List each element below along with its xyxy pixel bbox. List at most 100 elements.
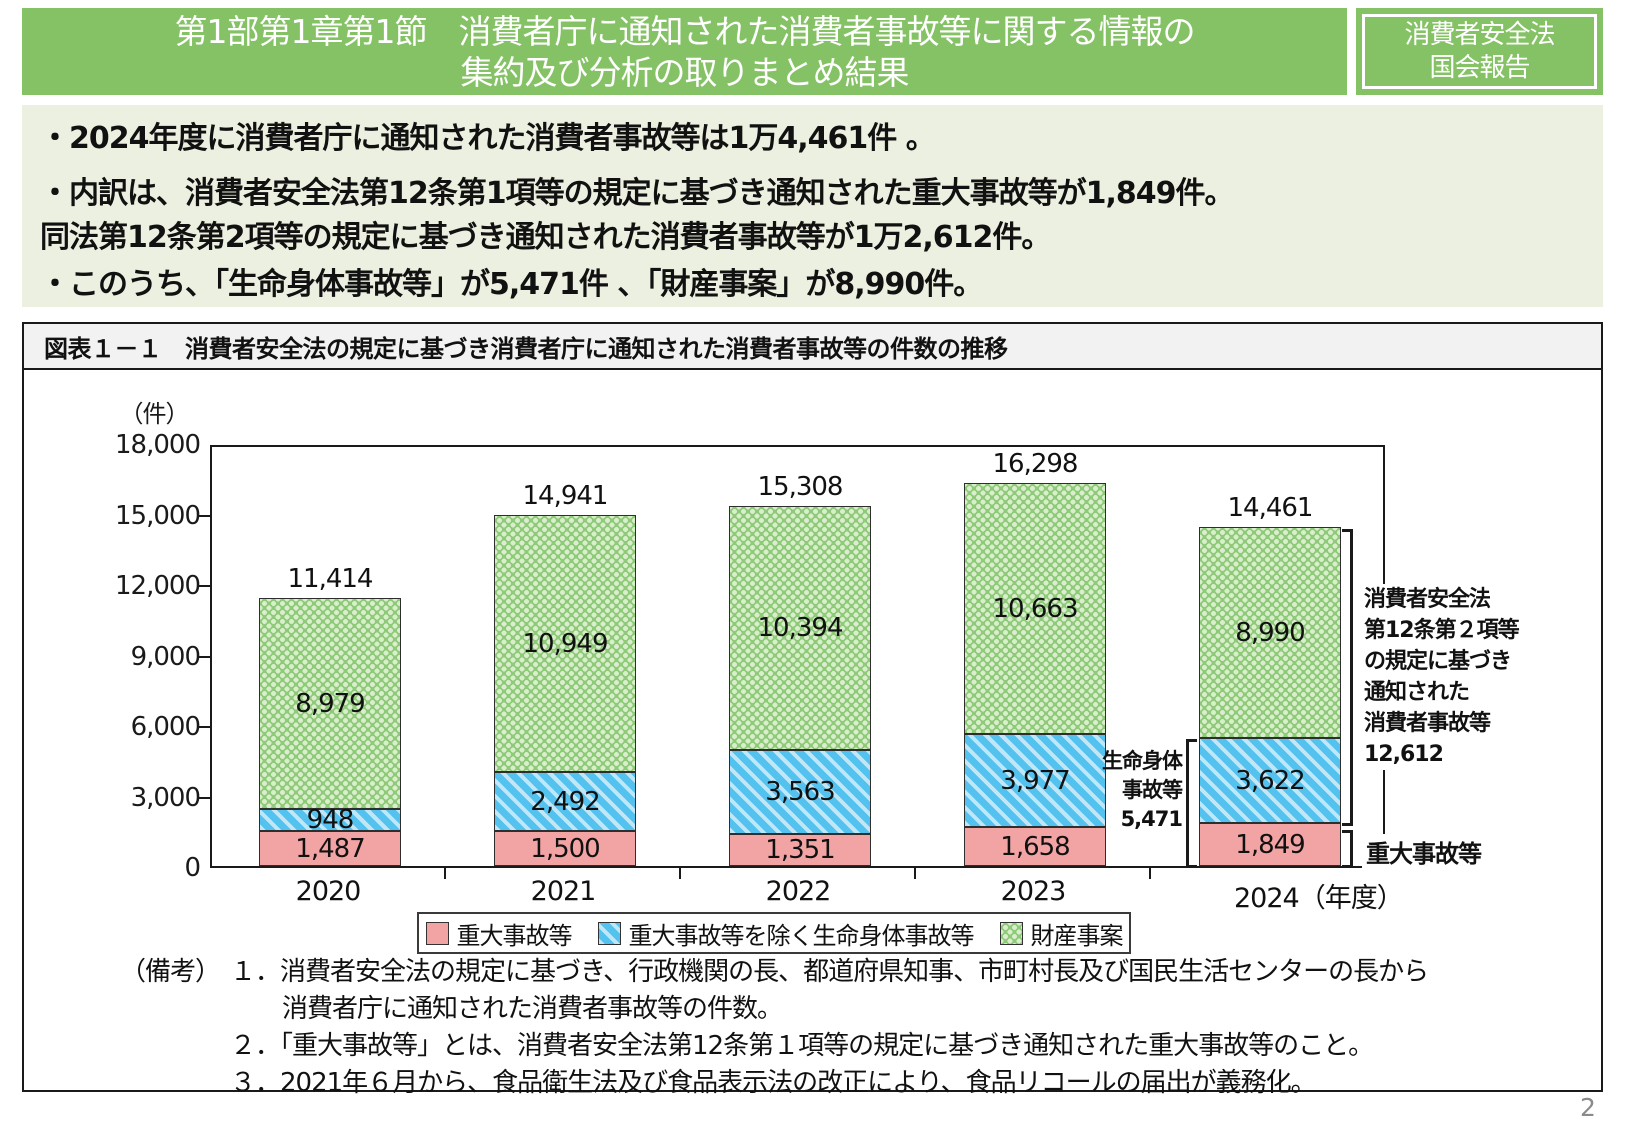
bar-segment-2021-2: 2,492: [494, 772, 636, 831]
bar-segment-2024-3: 8,990: [1199, 527, 1341, 738]
header-title-line2: 集約及び分析の取りまとめ結果: [460, 52, 910, 92]
legend-swatch-seg-blue: [597, 921, 621, 945]
x-axis-tick-mark: [679, 868, 681, 879]
life-body-annotation: 生命身体事故等 5,471: [1032, 747, 1183, 834]
bar-total-label: 14,941: [522, 481, 609, 511]
y-tick-label: 0: [184, 853, 201, 883]
law-report-badge-frame: 消費者安全法 国会報告: [1362, 14, 1597, 89]
badge-line2: 国会報告: [1429, 52, 1530, 83]
bar-segment-2021-1: 1,500: [494, 831, 636, 866]
y-tick-mark: [199, 656, 210, 658]
bar-column-2023: 16,298 10,663 3,977 1,658: [964, 449, 1106, 866]
bar-segment-value: 3,563: [765, 777, 835, 807]
legend-swatch-seg-pink: [425, 921, 449, 945]
bar-segment-value: 8,990: [1235, 617, 1305, 648]
y-tick-label: 3,000: [130, 783, 201, 813]
bar-segment-2023-3: 10,663: [964, 483, 1106, 734]
life-body-annotation-line: 生命身体: [1102, 749, 1183, 773]
bar-segment-value: 1,500: [530, 833, 600, 864]
x-axis-tick-mark: [444, 868, 446, 879]
note-line: 消費者庁に通知された消費者事故等の件数。: [282, 994, 783, 1024]
bar-segment-2023-1: 1,658: [964, 827, 1106, 866]
y-tick-label: 9,000: [130, 642, 201, 672]
bar-segment-2020-1: 1,487: [259, 831, 401, 866]
bar-segment-value: 10,949: [522, 628, 609, 659]
life-body-annotation-line: 事故等: [1122, 778, 1183, 802]
bar-segment-value: 3,977: [1000, 765, 1070, 796]
bar-segment-value: 1,487: [295, 833, 365, 864]
bar-total-label: 14,461: [1227, 493, 1314, 523]
summary-bullet: ・内訳は、消費者安全法第12条第1項等の規定に基づき通知された重大事故等が1,8…: [40, 172, 1585, 260]
law-article12-2-annotation: 消費者安全法 第12条第２項等 の規定に基づき 通知された 消費者事故等 12,612: [1360, 584, 1554, 770]
y-tick-label: 18,000: [115, 430, 201, 460]
bar-segment-value: 10,663: [992, 593, 1079, 624]
y-tick-mark: [199, 726, 210, 728]
x-axis-label-2022: 2022: [765, 876, 832, 907]
y-tick-mark: [199, 585, 210, 587]
bar-segment-value: 2,492: [530, 786, 600, 817]
chart-plot-area: 11,414 8,979 948 1,487 14,941 10,949 2,492 1,50…: [210, 445, 1385, 868]
y-axis-unit-label: （件）: [119, 400, 190, 428]
bar-segment-2020-2: 948: [259, 805, 401, 835]
y-tick-mark: [199, 515, 210, 517]
summary-bullet-line: ・このうち、「生命身体事故等」が5,471件 、「財産事案」が8,990件。: [40, 267, 983, 302]
summary-bullet-line: ・2024年度に消費者庁に通知された消費者事故等は1万4,461件 。: [40, 121, 936, 156]
x-axis-label-2021: 2021: [530, 876, 597, 907]
notes-items: １．消費者安全法の規定に基づき、行政機関の長、都道府県知事、市町村長及び国民生活…: [230, 954, 1429, 1102]
life-body-annotation-line: 5,471: [1120, 807, 1183, 831]
bar-total-label: 11,414: [287, 564, 374, 594]
note-line: ２．「重大事故等」とは、消費者安全法第12条第１項等の規定に基づき通知された重大…: [230, 1031, 1374, 1061]
summary-bullet: ・2024年度に消費者庁に通知された消費者事故等は1万4,461件 。: [40, 118, 1585, 160]
figure-title: 図表１－１ 消費者安全法の規定に基づき消費者庁に通知された消費者事故等の件数の推…: [24, 324, 1601, 370]
x-axis-tick-mark: [1149, 868, 1151, 879]
chart-legend: 重大事故等 重大事故等を除く生命身体事故等 財産事案: [417, 912, 1131, 954]
bar-segment-2022-1: 1,351: [729, 834, 871, 866]
summary-bullet: ・このうち、「生命身体事故等」が5,471件 、「財産事案」が8,990件。: [40, 264, 1585, 306]
x-axis-label-2020: 2020: [295, 876, 362, 907]
legend-item-2: 重大事故等を除く生命身体事故等: [597, 916, 975, 951]
y-tick-mark: [199, 797, 210, 799]
life-body-bracket: [1186, 739, 1197, 868]
bar-segment-value: 1,351: [765, 835, 835, 865]
legend-item-3: 財産事案: [999, 916, 1124, 951]
legend-label: 重大事故等: [456, 921, 573, 950]
x-axis-label-2023: 2023: [1000, 876, 1067, 907]
bar-segment-value: 1,658: [1000, 831, 1070, 862]
y-tick-label: 15,000: [115, 501, 201, 531]
bar-segment-value: 948: [306, 805, 355, 835]
serious-accidents-annotation: 重大事故等: [1362, 834, 1485, 869]
bar-total-label: 15,308: [757, 472, 844, 502]
bar-segment-2022-2: 3,563: [729, 750, 871, 834]
figure-box: 図表１－１ 消費者安全法の規定に基づき消費者庁に通知された消費者事故等の件数の推…: [22, 322, 1603, 1098]
bar-segment-2021-3: 10,949: [494, 515, 636, 772]
header-title-line1: 第1部第1章第1節 消費者庁に通知された消費者事故等に関する情報の: [174, 11, 1196, 51]
x-axis-label-2024: 2024（年度）: [1234, 883, 1404, 914]
x-axis-tick-mark: [914, 868, 916, 879]
summary-panel: ・2024年度に消費者庁に通知された消費者事故等は1万4,461件 。・内訳は、…: [22, 105, 1603, 307]
note-line: ３．2021年６月から、食品衛生法及び食品表示法の改正により、食品リコールの届出…: [230, 1068, 1317, 1098]
legend-label: 財産事案: [1030, 921, 1124, 950]
page-number: 2: [1580, 1093, 1596, 1122]
page-header: 第1部第1章第1節 消費者庁に通知された消費者事故等に関する情報の 集約及び分析…: [22, 8, 1347, 95]
figure-notes: （備考） １．消費者安全法の規定に基づき、行政機関の長、都道府県知事、市町村長及…: [120, 954, 1560, 1102]
bar-column-2022: 15,308 10,394 3,563 1,351: [729, 472, 871, 866]
bar-column-2020: 11,414 8,979 948 1,487: [259, 564, 401, 866]
bar-segment-2020-3: 8,979: [259, 598, 401, 809]
bar-segment-value: 1,849: [1235, 829, 1305, 860]
law-annotation-line: 消費者事故等: [1364, 711, 1491, 736]
bar-column-2021: 14,941 10,949 2,492 1,500: [494, 481, 636, 866]
bar-segment-2023-2: 3,977: [964, 734, 1106, 827]
bar-segment-2022-3: 10,394: [729, 506, 871, 750]
notes-label: （備考）: [120, 957, 221, 987]
bar-segment-value: 8,979: [295, 688, 365, 719]
y-tick-label: 12,000: [115, 571, 201, 601]
bar-total-label: 16,298: [992, 449, 1079, 479]
note-item: ２．「重大事故等」とは、消費者安全法第12条第１項等の規定に基づき通知された重大…: [230, 1028, 1428, 1065]
law-annotation-line: の規定に基づき: [1364, 649, 1512, 674]
law-annotation-line: 12,612: [1364, 742, 1444, 767]
law-annotation-line: 消費者安全法: [1364, 587, 1491, 612]
bar-segment-2024-2: 3,622: [1199, 738, 1341, 823]
law-article12-2-bracket: [1342, 529, 1353, 826]
summary-bullet-line: ・内訳は、消費者安全法第12条第1項等の規定に基づき通知された重大事故等が1,8…: [40, 176, 1235, 211]
